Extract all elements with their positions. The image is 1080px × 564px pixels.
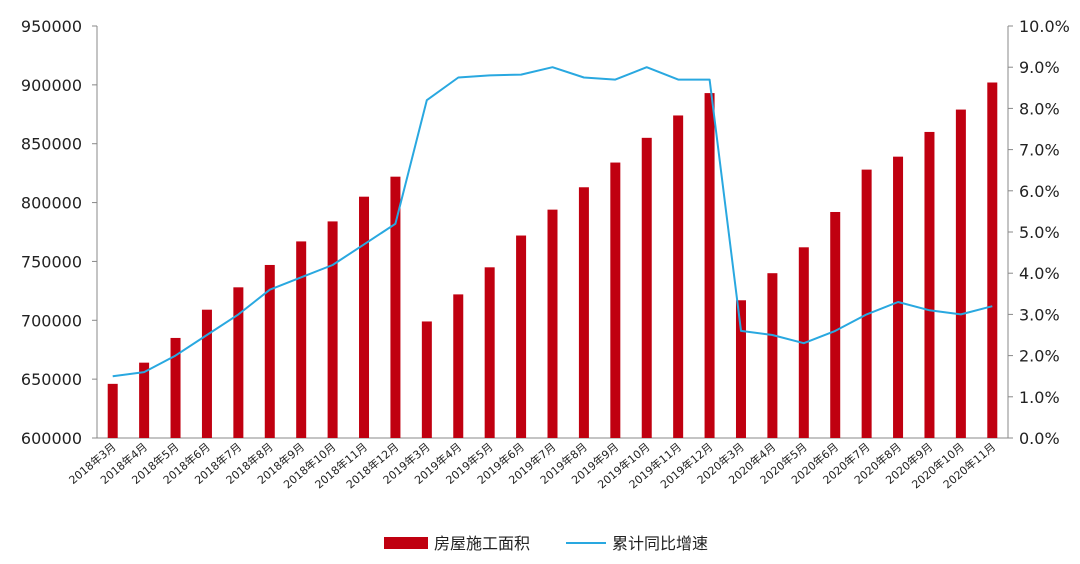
bar	[830, 211, 841, 438]
left-tick-label: 950000	[21, 17, 82, 36]
left-tick-label: 800000	[21, 194, 82, 213]
bar	[547, 209, 558, 438]
bar	[201, 309, 212, 438]
left-tick-label: 600000	[21, 429, 82, 448]
bar	[170, 337, 181, 438]
right-tick-label: 0.0%	[1019, 429, 1060, 448]
bar	[893, 156, 904, 439]
left-tick-label: 700000	[21, 311, 82, 330]
bar	[264, 264, 275, 438]
bar	[139, 362, 150, 438]
bar	[390, 176, 401, 438]
bar	[578, 187, 589, 438]
line-series	[112, 66, 993, 378]
bar	[516, 235, 527, 438]
bar	[987, 82, 998, 438]
bar-series	[107, 82, 998, 439]
right-tick-label: 8.0%	[1019, 99, 1060, 118]
left-tick-label: 650000	[21, 370, 82, 389]
bar	[421, 321, 432, 438]
bar	[484, 267, 495, 438]
bar	[735, 300, 746, 438]
bar	[955, 109, 966, 438]
right-y-axis: 0.0% 1.0% 2.0% 3.0% 4.0% 5.0% 6.0% 7.0% 8.0% 9.0%…	[97, 17, 1070, 448]
x-axis: 2018年3月2018年4月2018年5月2018年6月2018年7月2018年…	[66, 440, 998, 492]
right-tick-label: 9.0%	[1019, 58, 1060, 77]
right-tick-label: 1.0%	[1019, 388, 1060, 407]
bar	[107, 383, 118, 438]
left-tick-label: 850000	[21, 135, 82, 154]
bar	[233, 287, 244, 438]
legend-bar-swatch	[384, 537, 428, 549]
bar	[861, 169, 872, 438]
right-tick-label: 2.0%	[1019, 347, 1060, 366]
bar	[359, 196, 370, 438]
bar	[327, 221, 338, 438]
legend-line-label: 累计同比增速	[612, 534, 708, 553]
right-tick-label: 10.0%	[1019, 17, 1070, 36]
bar	[610, 162, 621, 438]
bar	[924, 131, 935, 438]
bar	[641, 137, 652, 439]
left-tick-label: 900000	[21, 76, 82, 95]
bar	[767, 273, 778, 438]
right-tick-label: 5.0%	[1019, 223, 1060, 242]
right-tick-label: 3.0%	[1019, 305, 1060, 324]
bar	[673, 115, 684, 438]
right-tick-label: 4.0%	[1019, 264, 1060, 283]
legend-bar-label: 房屋施工面积	[434, 534, 530, 553]
left-tick-label: 750000	[21, 252, 82, 271]
right-tick-label: 6.0%	[1019, 182, 1060, 201]
left-y-axis: 600000 650000 700000 750000 800000 850000 9000…	[21, 17, 98, 448]
bar	[453, 294, 464, 438]
bar	[704, 93, 715, 439]
right-tick-label: 7.0%	[1019, 141, 1060, 160]
legend: 房屋施工面积 累计同比增速	[384, 534, 708, 553]
bar	[296, 241, 307, 438]
